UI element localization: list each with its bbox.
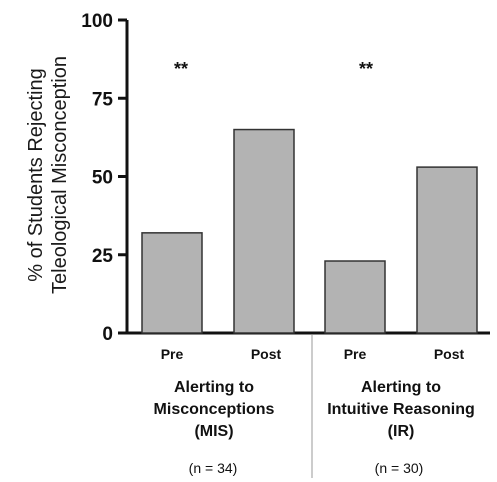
category-label: Pre [344,346,367,362]
bar-post [416,166,478,334]
category-labels: Pre Post ** Alerting to Misconceptions (MIS) (… [154,59,475,476]
group-label-line: Alerting to [361,379,441,396]
bar-pre [141,232,203,334]
group-label-line: (IR) [388,423,415,440]
category-label: Post [434,346,465,362]
bar-post [233,128,295,334]
y-axis-ticks: 0 25 50 75 100 [81,11,127,345]
y-tick-label: 75 [92,89,114,110]
group-label-line: Intuitive Reasoning [327,401,475,418]
significance-label: ** [359,59,373,79]
bar-pre [324,260,386,334]
category-label: Post [251,346,282,362]
y-tick-label: 0 [102,324,113,345]
group-label-line: (MIS) [194,423,233,440]
group-label-line: Alerting to [174,379,254,396]
bars [141,128,478,334]
y-tick-label: 25 [92,246,114,267]
sample-size-label: (n = 34) [189,460,238,476]
y-axis-label-line-1: % of Students Rejecting [25,68,47,281]
sample-size-label: (n = 30) [375,460,424,476]
y-tick-label: 100 [81,11,113,32]
significance-label: ** [174,59,188,79]
y-axis-label: % of Students Rejecting Teleological Mis… [25,56,71,294]
category-label: Pre [161,346,184,362]
group-label-line: Misconceptions [154,401,275,418]
y-tick-label: 50 [92,168,113,189]
y-axis-label-line-2: Teleological Misconception [49,56,71,294]
